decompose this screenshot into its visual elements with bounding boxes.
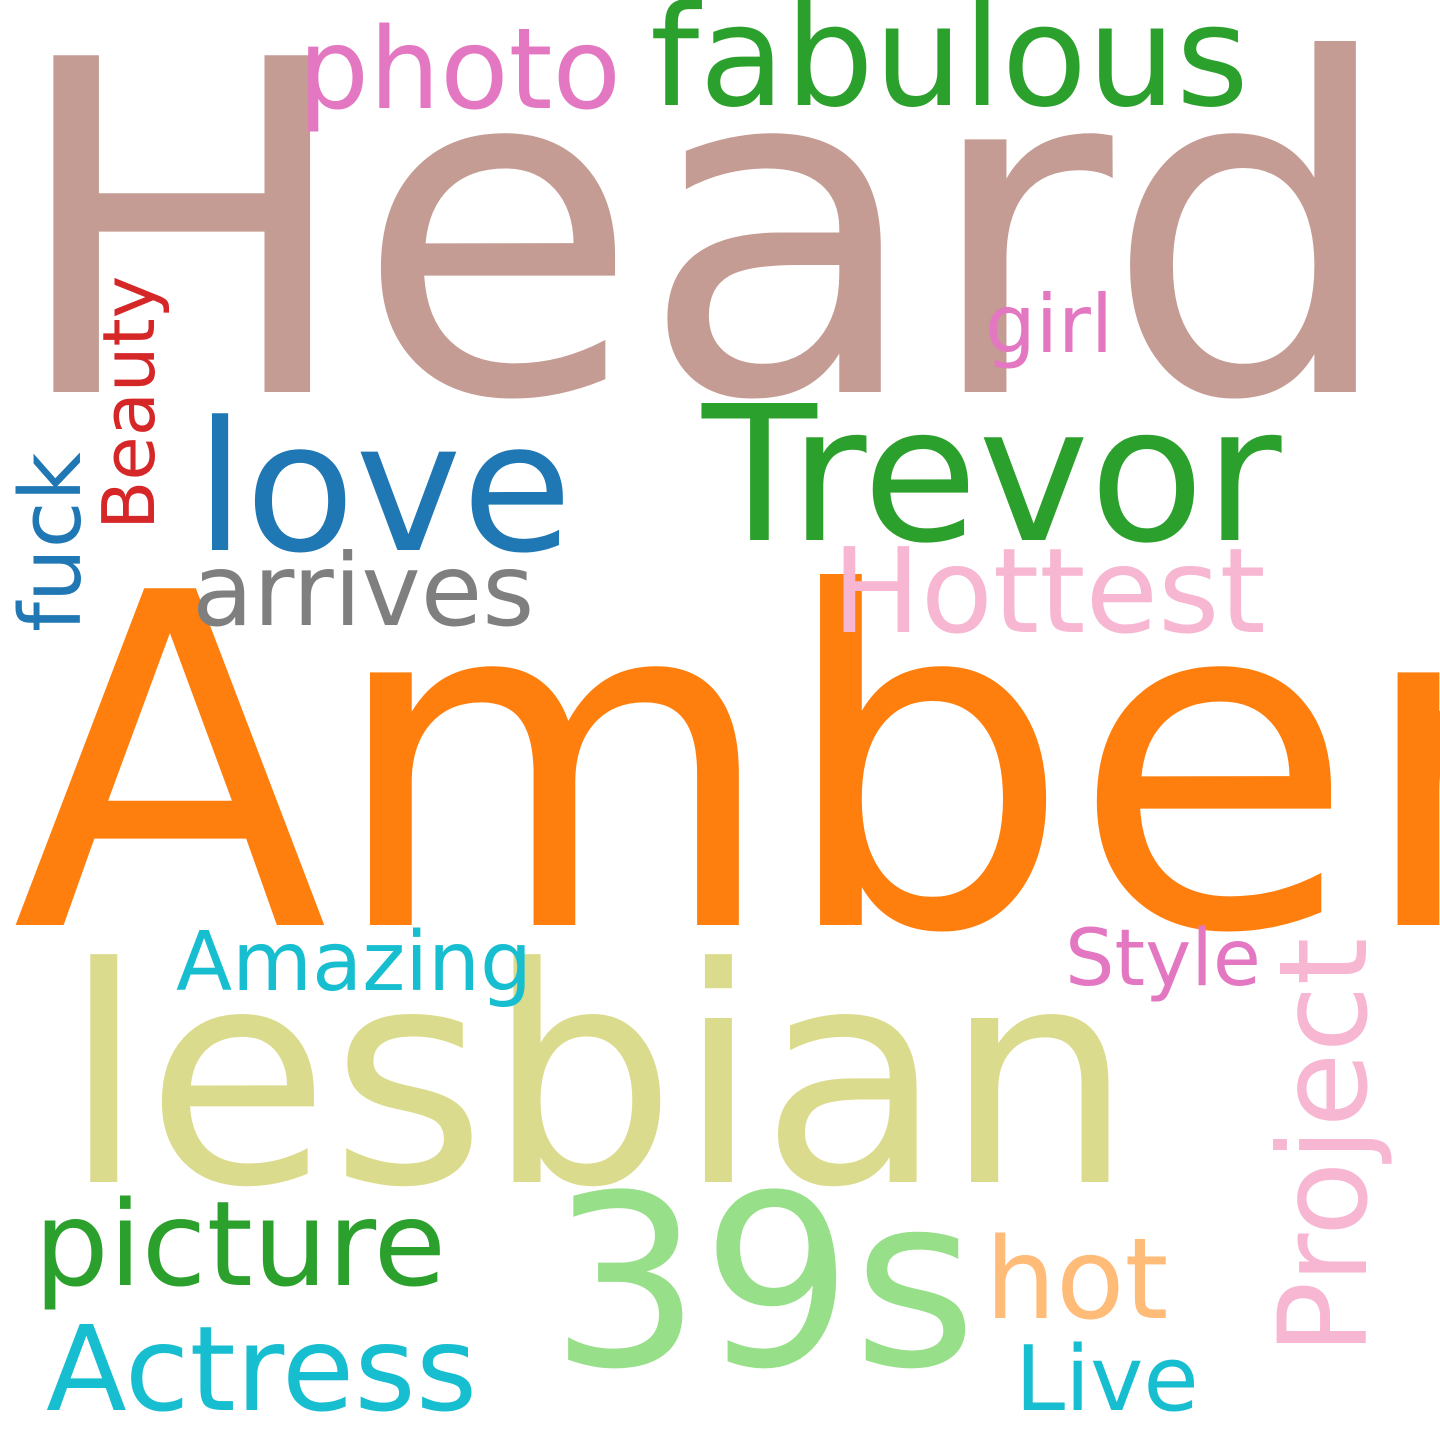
word-style: Style	[1065, 914, 1261, 1004]
word-amber: Amber	[12, 496, 1440, 1034]
word-trevor: Trevor	[701, 366, 1282, 585]
word-love: love	[195, 384, 572, 593]
word-fuck: fuck	[2, 452, 101, 632]
word-girl: girl	[985, 278, 1113, 371]
word-39s: 39s	[550, 1145, 977, 1422]
word-lesbian: lesbian	[62, 904, 1134, 1253]
word-heard: Heard	[8, 0, 1398, 501]
word-project: Project	[1253, 938, 1395, 1355]
word-hottest: Hottest	[832, 522, 1266, 660]
word-hot: hot	[985, 1215, 1168, 1345]
word-amazing: Amazing	[176, 915, 532, 1010]
word-picture: picture	[34, 1175, 446, 1313]
word-actress: Actress	[46, 1300, 477, 1438]
word-arrives: arrives	[192, 532, 534, 649]
word-fabulous: fabulous	[650, 0, 1249, 139]
word-photo: photo	[298, 5, 621, 135]
word-live: Live	[1015, 1327, 1199, 1432]
word-beauty: Beauty	[87, 276, 171, 530]
